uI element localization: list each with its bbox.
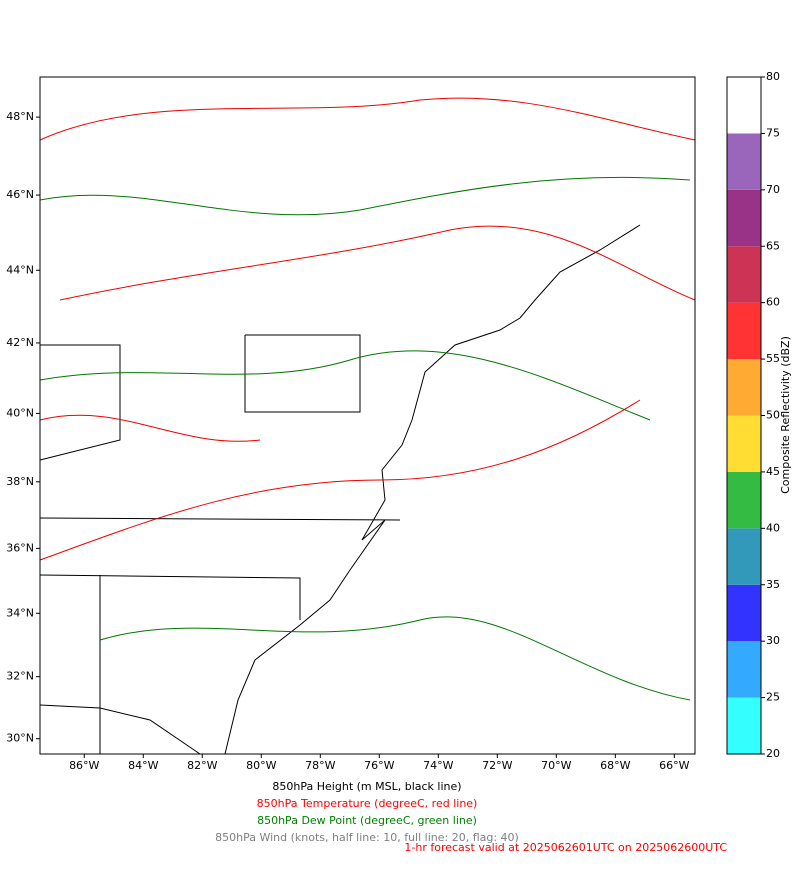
caption: 850hPa Temperature (degreeC, red line) bbox=[257, 797, 478, 810]
map-lines bbox=[39, 97, 696, 755]
colorbar-segment bbox=[727, 528, 761, 585]
x-tick-label: 78°W bbox=[305, 759, 335, 772]
colorbar-tick-label: 70 bbox=[766, 183, 780, 196]
y-tick-label: 46°N bbox=[6, 188, 34, 201]
colorbar-segment bbox=[727, 302, 761, 360]
colorbar-tick-label: 80 bbox=[766, 70, 780, 83]
y-tick-label: 38°N bbox=[6, 475, 34, 488]
colorbar-label: Composite Reflectivity (dBZ) bbox=[779, 336, 792, 494]
caption: 850hPa Dew Point (degreeC, green line) bbox=[257, 814, 477, 827]
colorbar-tick-label: 60 bbox=[766, 296, 780, 309]
colorbar-tick-label: 25 bbox=[766, 691, 780, 704]
colorbar-segment bbox=[727, 133, 761, 190]
colorbar-segment bbox=[727, 697, 761, 754]
colorbar-segment bbox=[727, 359, 761, 416]
colorbar-tick-label: 20 bbox=[766, 747, 780, 760]
colorbar-tick-label: 65 bbox=[766, 239, 780, 252]
caption: 850hPa Height (m MSL, black line) bbox=[272, 780, 461, 793]
map-frame bbox=[39, 76, 696, 755]
colorbar-tick-label: 45 bbox=[766, 465, 780, 478]
y-tick-label: 42°N bbox=[6, 336, 34, 349]
caption: 850hPa Wind (knots, half line: 10, full … bbox=[215, 831, 519, 844]
colorbar-tick-label: 30 bbox=[766, 634, 780, 647]
y-tick-label: 34°N bbox=[6, 606, 34, 619]
x-tick-label: 82°W bbox=[187, 759, 217, 772]
x-tick-label: 80°W bbox=[246, 759, 276, 772]
x-tick-label: 72°W bbox=[482, 759, 512, 772]
y-tick-label: 48°N bbox=[6, 110, 34, 123]
colorbar-tick-label: 75 bbox=[766, 126, 780, 139]
colorbar-tick-label: 40 bbox=[766, 521, 780, 534]
colorbar-segment bbox=[727, 77, 761, 134]
x-tick-label: 84°W bbox=[128, 759, 158, 772]
x-tick-label: 74°W bbox=[423, 759, 453, 772]
x-tick-label: 70°W bbox=[541, 759, 571, 772]
colorbar-segment bbox=[727, 471, 761, 529]
y-tick-label: 32°N bbox=[6, 670, 34, 683]
y-tick-label: 36°N bbox=[6, 541, 34, 554]
colorbar-segment bbox=[727, 641, 761, 698]
x-tick-label: 86°W bbox=[69, 759, 99, 772]
colorbar-tick-label: 55 bbox=[766, 352, 780, 365]
x-tick-label: 66°W bbox=[659, 759, 689, 772]
colorbar-tick-label: 35 bbox=[766, 578, 780, 591]
y-tick-label: 30°N bbox=[6, 732, 34, 745]
x-tick-label: 76°W bbox=[364, 759, 394, 772]
colorbar-segment bbox=[727, 584, 761, 642]
colorbar-segment bbox=[727, 246, 761, 303]
colorbar-segment bbox=[727, 415, 761, 472]
y-tick-label: 40°N bbox=[6, 406, 34, 419]
caption: 1-hr forecast valid at 2025062601UTC on … bbox=[404, 841, 727, 854]
colorbar-tick-label: 50 bbox=[766, 409, 780, 422]
y-tick-label: 44°N bbox=[6, 263, 34, 276]
x-tick-label: 68°W bbox=[600, 759, 630, 772]
map-background bbox=[40, 77, 695, 754]
colorbar-segment bbox=[727, 189, 761, 247]
